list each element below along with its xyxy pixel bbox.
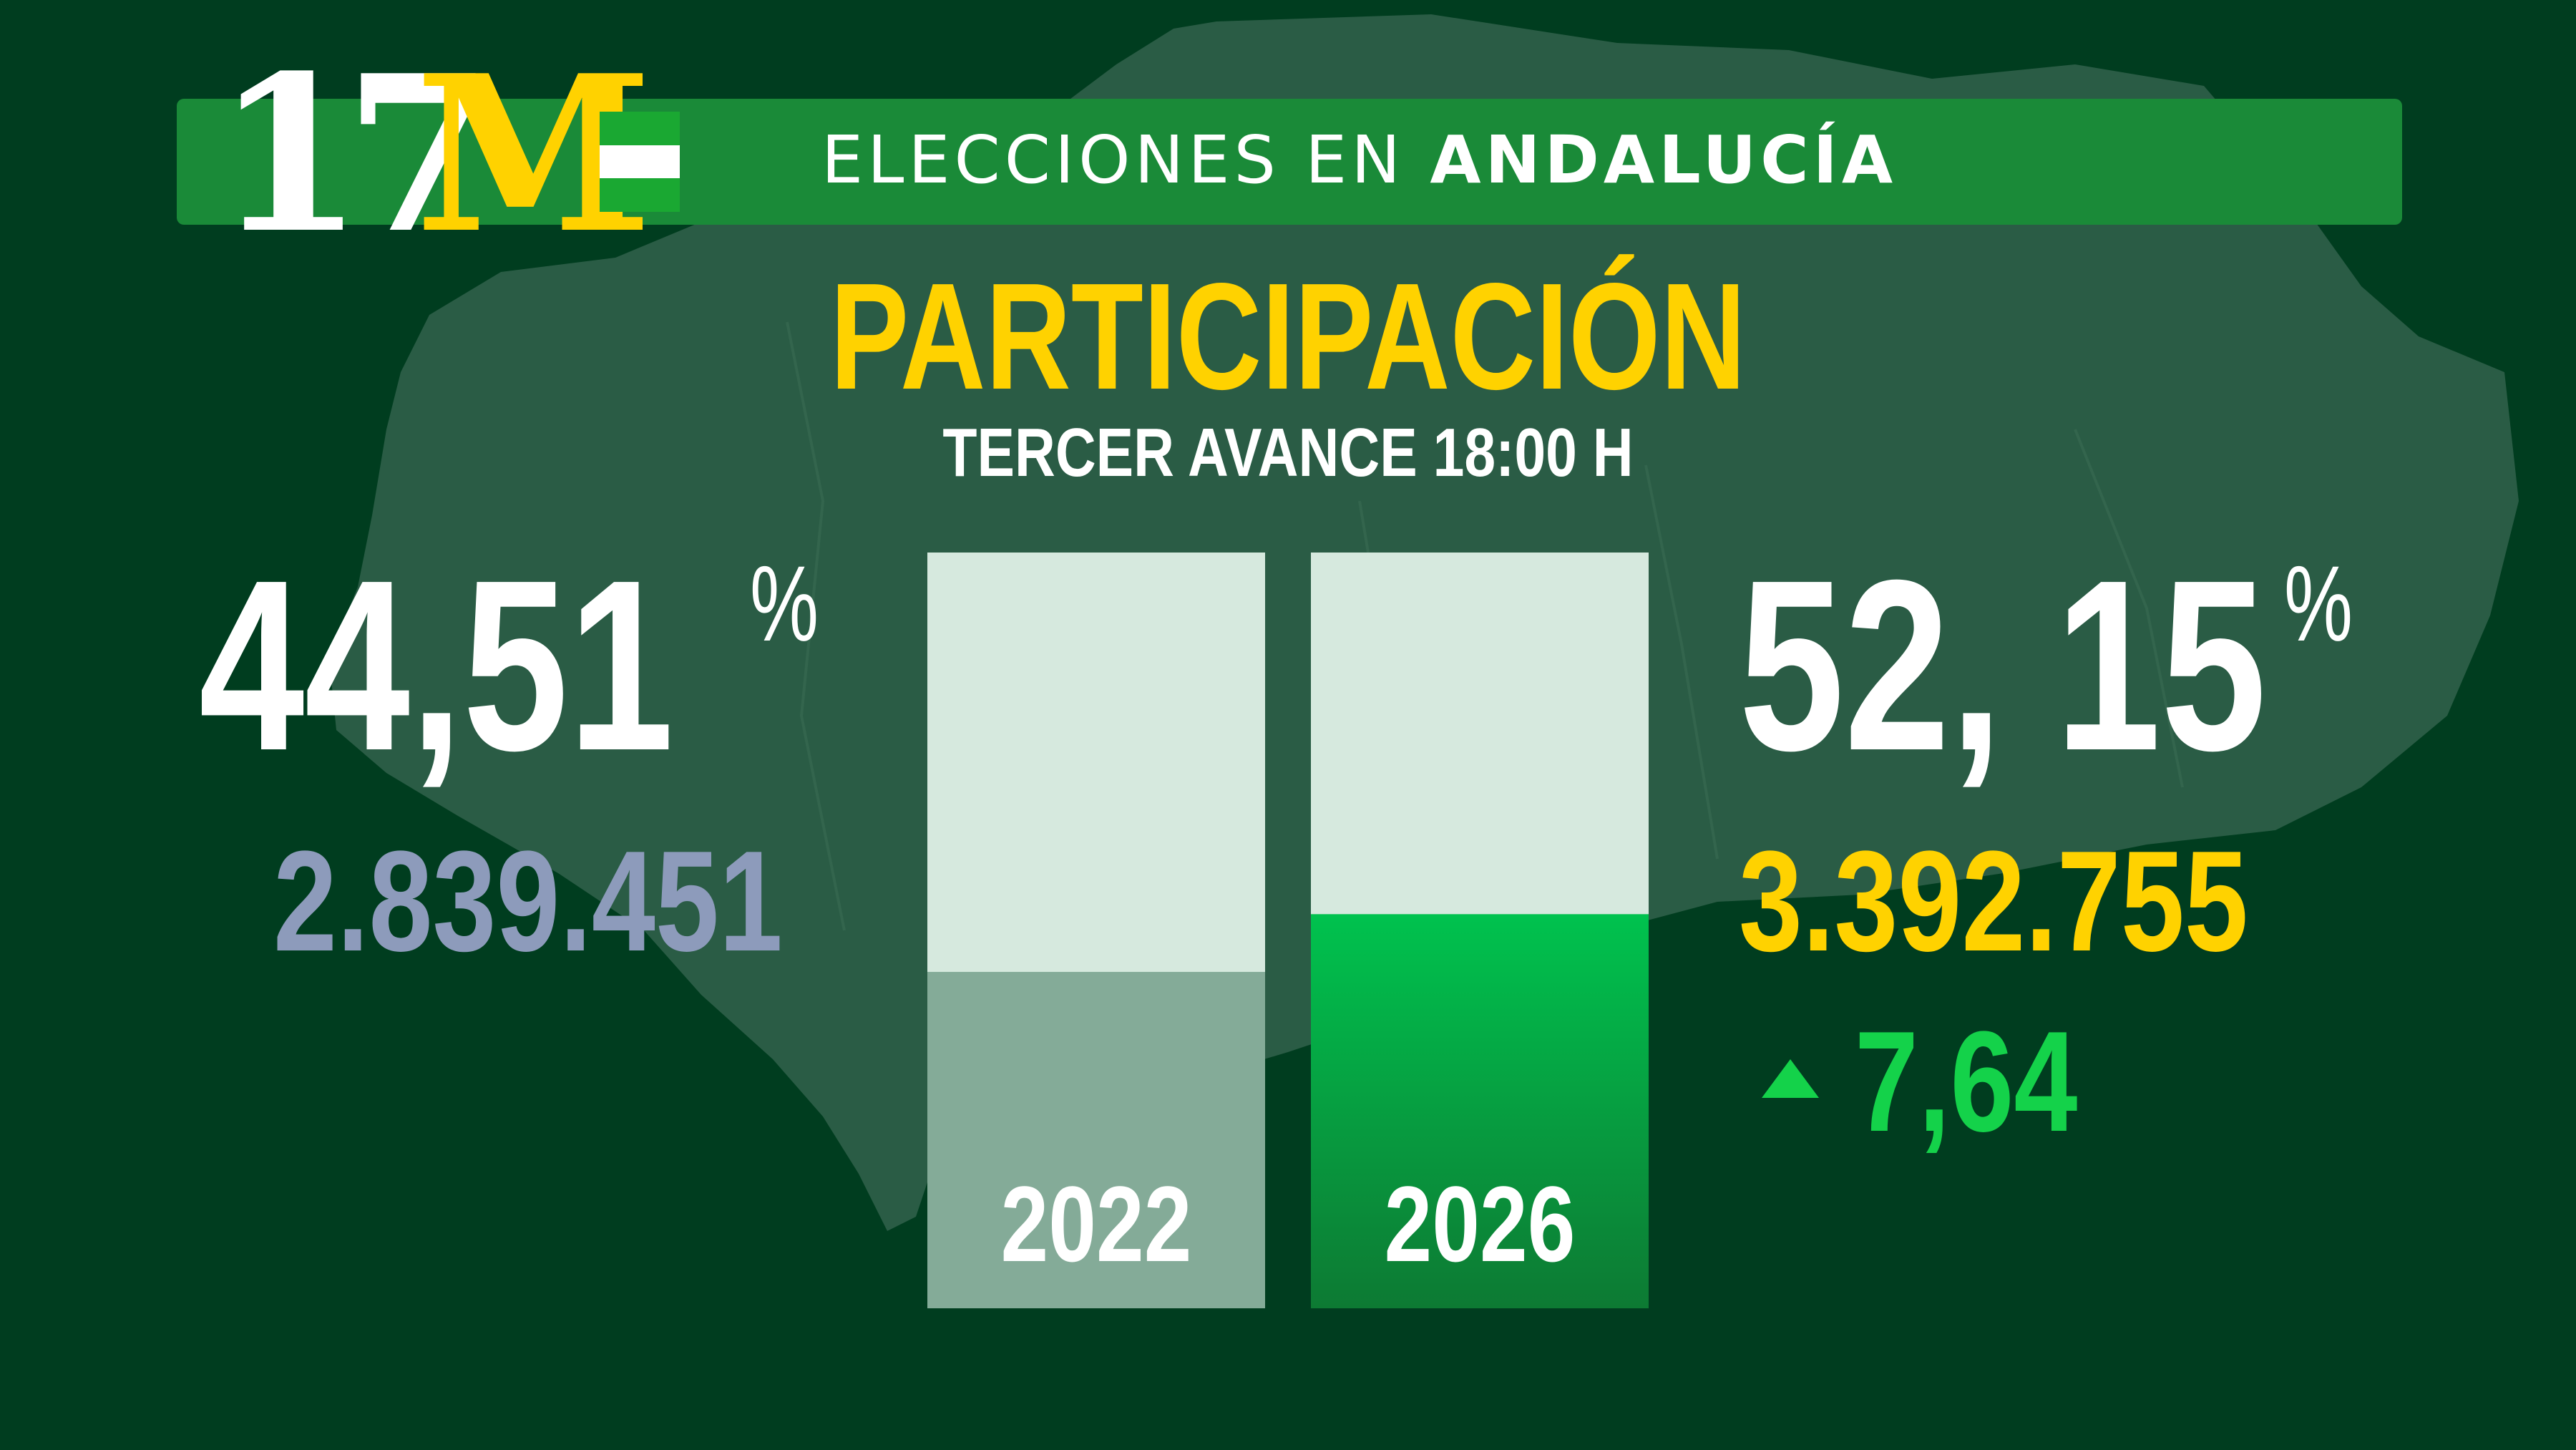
bar-2026	[1311, 914, 1649, 1308]
participation-2022-percent: 44,51	[199, 530, 674, 802]
bar-label-2026: 2026	[1385, 1164, 1576, 1284]
banner-prefix: ELECCIONES EN	[821, 122, 1430, 198]
votes-2022: 2.839.451	[273, 822, 783, 981]
participation-2026-percent: 52, 15	[1739, 530, 2267, 802]
percent-sign-2026: %	[2284, 543, 2353, 663]
bar-2022	[927, 971, 1265, 1308]
logo-date-number: 17	[215, 28, 494, 281]
banner-title: ELECCIONES EN ANDALUCÍA	[821, 122, 1897, 198]
andalucia-flag-icon	[600, 112, 680, 212]
participation-change: 7,64	[1855, 1002, 2078, 1162]
header-banner	[177, 99, 2402, 225]
banner-region: ANDALUCÍA	[1430, 122, 1898, 198]
page-title: PARTICIPACIÓN	[829, 251, 1747, 421]
bar-label-2022: 2022	[1001, 1164, 1192, 1284]
page-subtitle: TERCER AVANCE 18:00 H	[942, 414, 1634, 491]
up-arrow-icon	[1762, 1059, 1819, 1098]
votes-2026: 3.392.755	[1739, 822, 2248, 981]
percent-sign-2022: %	[750, 543, 819, 663]
